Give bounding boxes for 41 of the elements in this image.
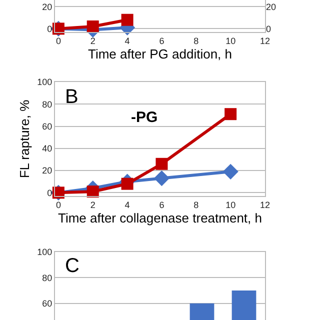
point — [86, 186, 99, 198]
x-axis-title: Time after PG addition, h — [88, 46, 232, 62]
y-tick-label: 100 — [37, 77, 52, 88]
y-tick-label: 80 — [42, 272, 52, 283]
x-tick-label: 8 — [194, 36, 199, 46]
annotation: B — [65, 86, 78, 108]
x-tick-label: 10 — [226, 36, 236, 46]
x-tick-label: 0 — [56, 36, 61, 46]
point — [156, 158, 168, 170]
point — [121, 178, 134, 190]
annotation: C — [65, 255, 80, 277]
y-tick-label: 80 — [42, 99, 52, 110]
point — [121, 14, 134, 26]
point — [222, 164, 238, 180]
point — [154, 170, 170, 186]
y-tick-label: 0 — [47, 188, 52, 198]
y-tick-label: 100 — [37, 247, 52, 258]
x-axis-title: Time after collagenase treatment, h — [58, 210, 262, 226]
x-tick-label: 0 — [56, 200, 61, 210]
x-tick-label: 4 — [124, 36, 130, 46]
y-tick-label: 20 — [42, 166, 52, 176]
x-tick-label: 8 — [194, 200, 199, 210]
x-tick-label: 10 — [226, 200, 236, 210]
x-tick-label: 12 — [260, 36, 270, 46]
x-tick-label: 4 — [124, 200, 130, 210]
x-tick-label: 12 — [260, 200, 270, 210]
x-tick-label: 6 — [159, 200, 164, 210]
annotation: -PG — [131, 109, 158, 126]
x-tick-label: 6 — [159, 36, 164, 46]
x-tick-label: 2 — [90, 36, 96, 46]
y2-tick-label: 0 — [266, 24, 272, 34]
point — [224, 108, 237, 120]
x-tick-label: 2 — [90, 200, 96, 210]
y-tick-label: 60 — [42, 121, 52, 132]
y-tick-label: 20 — [42, 2, 52, 12]
y-axis-title: FL rapture, % — [17, 99, 32, 178]
y-tick-label: 60 — [42, 298, 52, 308]
y-tick-label: 40 — [42, 144, 52, 154]
point — [86, 20, 99, 32]
y-tick-label: 0 — [47, 24, 52, 34]
y2-tick-label: 20 — [266, 2, 276, 12]
